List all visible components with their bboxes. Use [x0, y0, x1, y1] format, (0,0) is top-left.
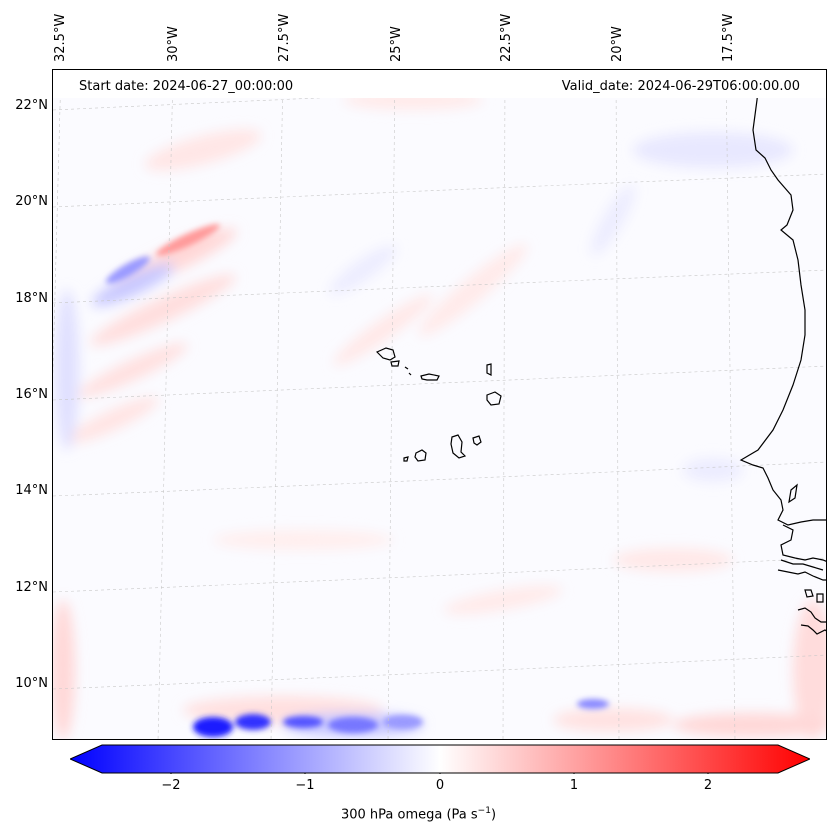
lat-label-12n: 12°N [15, 580, 48, 595]
map-panel: Start date: 2024-06-27_00:00:00 Valid_da… [52, 69, 827, 740]
colorbar-tick-0: 0 [435, 778, 445, 793]
colorbar-label-prefix: 300 hPa omega (Pa s [340, 807, 478, 823]
coastline-detail-1 [788, 483, 798, 504]
island-branco [408, 372, 412, 376]
lon-label-25w: 25°W [389, 26, 404, 62]
lon-label-22-5w: 22.5°W [499, 13, 514, 62]
lat-label-16n: 16°N [15, 387, 48, 402]
coastline-mainland [739, 70, 826, 526]
colorbar-tick-1: 1 [569, 778, 579, 793]
lon-label-30w: 30°W [166, 26, 181, 62]
africa-coastline [739, 70, 826, 635]
island-maio [472, 435, 482, 446]
coastline-island-1 [804, 589, 814, 598]
omega-contours [53, 90, 826, 739]
colorbar-tick-neg2: −2 [161, 778, 181, 793]
lon-label-17-5w: 17.5°W [721, 13, 736, 62]
coastline-guinea-bissau [777, 569, 826, 581]
valid-date-label: Valid_date: 2024-06-29T06:00:00.00 [561, 79, 800, 94]
lat-label-20n: 20°N [15, 194, 48, 209]
lon-label-20w: 20°W [610, 26, 625, 62]
island-sao-nicolau [420, 373, 440, 381]
lat-label-10n: 10°N [15, 676, 48, 691]
coastline-river-1 [780, 559, 824, 571]
coastline-island-2 [816, 593, 824, 603]
lat-label-14n: 14°N [15, 483, 48, 498]
coastline-gambia [780, 524, 826, 562]
omega-strong-core [106, 224, 609, 737]
colorbar-label-exponent: −1 [477, 806, 491, 816]
island-santiago [450, 434, 467, 459]
lon-label-27-5w: 27.5°W [277, 13, 292, 62]
island-santa-luzia [404, 366, 409, 370]
title-background [53, 70, 826, 98]
island-santo-antao [375, 347, 396, 361]
island-brava [403, 456, 409, 462]
lon-label-32-5w: 32.5°W [53, 13, 68, 62]
colorbar-ticks [170, 773, 709, 774]
colorbar-tick-neg1: −1 [295, 778, 315, 793]
coastline-bijagos-1 [797, 607, 826, 623]
colorbar-label-suffix: ) [490, 807, 497, 823]
colorbar-tick-2: 2 [703, 778, 713, 793]
graticule [53, 70, 826, 739]
lat-label-18n: 18°N [15, 291, 48, 306]
island-sao-vicente [390, 360, 400, 367]
island-sal [486, 363, 492, 376]
cabo-verde-islands [375, 347, 502, 462]
lat-label-22n: 22°N [15, 98, 48, 113]
colorbar-gradient [70, 744, 810, 774]
coastline-bijagos-2 [800, 624, 826, 635]
island-fogo [414, 449, 427, 462]
omega-field-map [53, 70, 826, 739]
start-date-label: Start date: 2024-06-27_00:00:00 [79, 79, 294, 94]
island-boa-vista [486, 391, 502, 406]
colorbar [70, 744, 810, 774]
colorbar-label: 300 hPa omega (Pa s−1) [0, 806, 837, 822]
map-background [53, 70, 826, 739]
